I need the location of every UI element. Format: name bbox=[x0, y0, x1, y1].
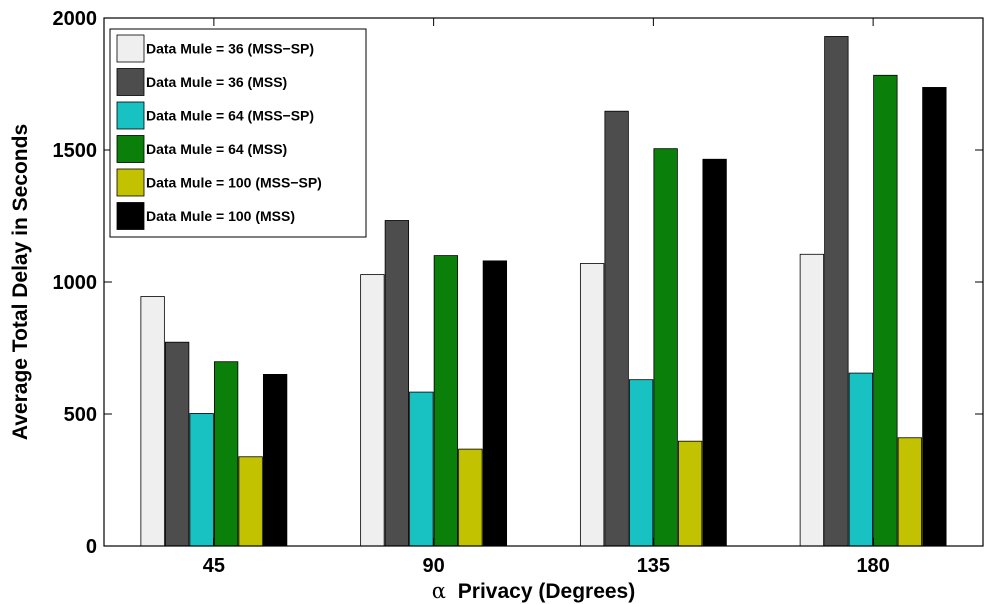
bar-180-series-4 bbox=[873, 74, 898, 547]
bar-180-series-6 bbox=[922, 87, 947, 547]
y-tick-label: 2000 bbox=[53, 8, 98, 30]
bar-45-series-3 bbox=[189, 413, 214, 547]
bar-180-series-2 bbox=[824, 36, 849, 547]
legend: Data Mule = 36 (MSS−SP) Data Mule = 36 (M… bbox=[109, 28, 367, 238]
legend-label: Data Mule = 100 (MSS) bbox=[146, 208, 295, 224]
y-axis: 0 500 1000 1500 2000 bbox=[53, 8, 983, 558]
bar-135-series-3 bbox=[628, 379, 654, 547]
bar-45-series-4 bbox=[213, 361, 239, 547]
legend-swatch bbox=[116, 202, 145, 230]
bar-45-series-6 bbox=[262, 373, 288, 547]
bar-180-series-5 bbox=[897, 437, 923, 547]
legend-label: Data Mule = 100 (MSS−SP) bbox=[146, 175, 322, 191]
legend-label: Data Mule = 36 (MSS) bbox=[146, 74, 287, 90]
x-axis-title-text: Privacy (Degrees) bbox=[458, 580, 635, 603]
legend-label: Data Mule = 36 (MSS−SP) bbox=[146, 41, 314, 57]
bar-135-series-5 bbox=[677, 440, 703, 547]
legend-swatch bbox=[116, 68, 145, 96]
x-tick-label: 135 bbox=[637, 555, 670, 577]
bar-90-series-3 bbox=[409, 391, 434, 547]
legend-swatch bbox=[116, 101, 145, 130]
bars-group bbox=[140, 36, 947, 547]
bar-45-series-2 bbox=[164, 341, 190, 547]
legend-swatch bbox=[116, 34, 145, 63]
x-axis: 45 90 135 180 bbox=[203, 18, 890, 577]
legend-box bbox=[109, 28, 367, 238]
bar-90-series-1 bbox=[360, 274, 385, 547]
bar-135-series-6 bbox=[702, 158, 727, 547]
y-tick-label: 0 bbox=[86, 536, 97, 558]
legend-swatch bbox=[116, 168, 145, 197]
bar-135-series-2 bbox=[604, 110, 629, 547]
y-axis-title: Average Total Delay in Seconds bbox=[9, 124, 32, 440]
y-tick-label: 1000 bbox=[53, 272, 98, 294]
bar-45-series-1 bbox=[140, 296, 165, 547]
legend-swatch bbox=[116, 135, 145, 163]
x-tick-label: 180 bbox=[856, 555, 889, 577]
legend-label: Data Mule = 64 (MSS−SP) bbox=[146, 108, 314, 124]
bar-135-series-1 bbox=[579, 263, 605, 547]
bar-90-series-4 bbox=[433, 255, 459, 547]
y-tick-label: 500 bbox=[64, 404, 97, 426]
bar-45-series-5 bbox=[238, 456, 263, 547]
x-tick-label: 45 bbox=[203, 555, 225, 577]
bar-180-series-1 bbox=[799, 253, 825, 547]
x-tick-label: 90 bbox=[423, 555, 445, 577]
bar-90-series-5 bbox=[458, 448, 483, 547]
bar-135-series-4 bbox=[653, 148, 678, 547]
x-axis-title: α Privacy (Degrees) bbox=[432, 579, 635, 603]
bar-90-series-2 bbox=[384, 220, 410, 547]
legend-label: Data Mule = 64 (MSS) bbox=[146, 141, 287, 157]
bar-180-series-3 bbox=[848, 372, 874, 547]
bar-90-series-6 bbox=[482, 260, 508, 547]
y-tick-label: 1500 bbox=[53, 140, 98, 162]
x-axis-alpha-symbol: α bbox=[432, 579, 446, 603]
